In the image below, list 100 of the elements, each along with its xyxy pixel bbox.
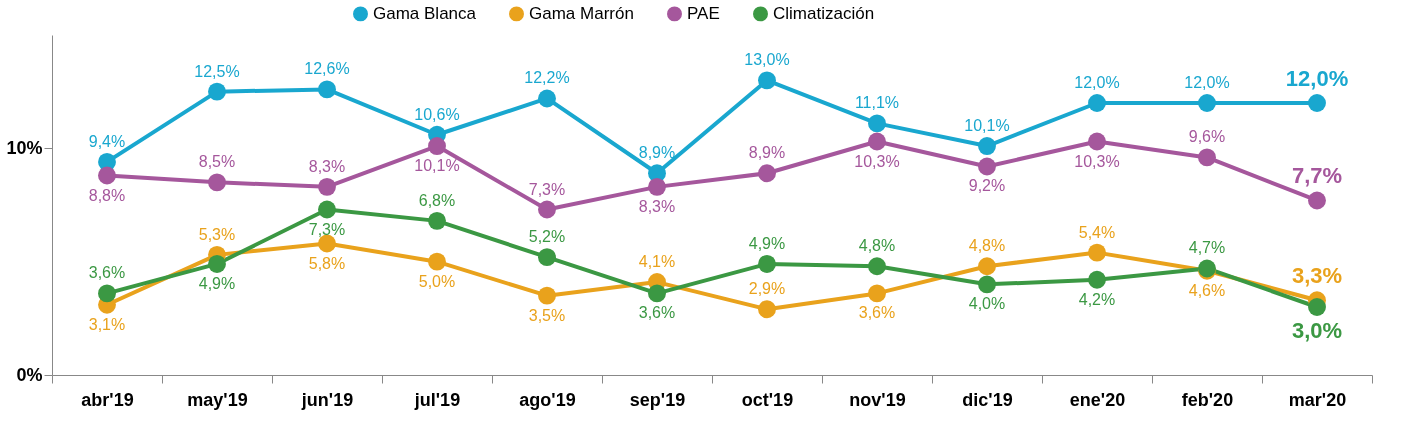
data-label: 7,3%: [308, 220, 346, 238]
data-label: 13,0%: [744, 51, 790, 69]
data-label: 8,9%: [748, 144, 786, 162]
point: [318, 200, 336, 219]
data-label: 2,9%: [748, 280, 786, 298]
x-tick-label: jun'19: [300, 389, 354, 410]
point: [1198, 148, 1216, 167]
data-label: 9,2%: [968, 177, 1006, 195]
point: [758, 71, 776, 90]
point: [1088, 94, 1106, 112]
point: [98, 166, 116, 185]
x-tick-label: ene'20: [1069, 389, 1126, 410]
point: [428, 211, 446, 230]
point: [1198, 94, 1216, 112]
data-label: 12,0%: [1285, 66, 1349, 91]
data-label: 10,6%: [414, 105, 460, 123]
point: [758, 164, 776, 183]
data-label: 12,0%: [1074, 74, 1120, 91]
point: [1308, 298, 1326, 316]
point: [208, 173, 226, 192]
legend-label: Climatización: [773, 3, 875, 23]
point: [978, 275, 996, 294]
point: [538, 286, 556, 305]
legend-label: PAE: [687, 3, 720, 23]
y-tick-label: 10%: [6, 137, 43, 158]
data-label: 3,3%: [1291, 263, 1343, 289]
data-label: 8,3%: [638, 197, 676, 215]
point: [868, 114, 886, 133]
point: [1088, 243, 1106, 262]
data-label: 12,5%: [194, 62, 240, 80]
point: [648, 284, 666, 303]
data-label: 4,9%: [198, 274, 236, 292]
data-label: 3,6%: [88, 264, 126, 282]
data-label: 12,0%: [1184, 74, 1230, 91]
data-label: 4,9%: [748, 234, 786, 252]
point: [538, 248, 556, 267]
point: [538, 89, 556, 108]
data-label: 7,7%: [1291, 163, 1343, 189]
data-label: 4,6%: [1188, 281, 1226, 299]
point: [1308, 191, 1326, 210]
data-label: 5,4%: [1078, 223, 1116, 241]
legend-label: Gama Marrón: [529, 3, 634, 23]
data-label: 10,3%: [854, 152, 900, 170]
data-label: 8,5%: [198, 153, 236, 171]
data-label: 3,6%: [858, 304, 896, 322]
data-label: 11,1%: [854, 94, 900, 112]
data-label: 8,9%: [638, 144, 676, 162]
x-tick-label: jul'19: [413, 389, 461, 410]
data-label: 7,3%: [528, 180, 566, 198]
point: [1308, 94, 1326, 112]
point: [318, 177, 336, 196]
data-label: 3,5%: [528, 306, 566, 324]
x-tick-label: mar'20: [1288, 389, 1347, 410]
data-label: 10,1%: [414, 157, 460, 175]
data-label: 3,1%: [88, 315, 126, 333]
x-tick-label: nov'19: [849, 389, 906, 410]
x-tick-label: dic'19: [962, 389, 1013, 410]
data-label: 9,6%: [1188, 128, 1226, 146]
point: [208, 82, 226, 101]
x-tick-label: may'19: [187, 389, 248, 410]
point: [978, 157, 996, 176]
point: [538, 200, 556, 219]
x-tick-label: ago'19: [519, 389, 576, 410]
point: [978, 137, 996, 155]
data-label: 9,4%: [88, 132, 126, 150]
point: [98, 284, 116, 303]
x-tick-label: oct'19: [741, 389, 794, 410]
point: [758, 255, 776, 273]
x-tick-label: sep'19: [629, 389, 686, 410]
data-label: 12,6%: [304, 60, 350, 78]
data-label: 8,8%: [88, 186, 126, 204]
data-label: 4,0%: [968, 295, 1006, 313]
point: [868, 257, 886, 276]
data-label: 8,3%: [308, 157, 346, 175]
point: [428, 252, 446, 271]
data-label: 5,2%: [528, 228, 566, 246]
data-label: 3,0%: [1291, 318, 1343, 343]
data-label: 10,1%: [964, 117, 1010, 135]
data-label: 5,8%: [308, 254, 346, 272]
x-tick-label: abr'19: [81, 389, 134, 410]
data-label: 4,8%: [968, 237, 1006, 255]
point: [1088, 270, 1106, 289]
point: [1088, 132, 1106, 151]
data-label: 4,8%: [858, 237, 896, 255]
point: [208, 255, 226, 273]
data-label: 5,3%: [198, 225, 236, 243]
data-label: 4,2%: [1078, 290, 1116, 308]
data-label: 10,3%: [1074, 152, 1120, 170]
data-label: 3,6%: [638, 304, 676, 322]
y-tick-label: 0%: [16, 364, 43, 385]
point: [978, 257, 996, 276]
data-label: 12,2%: [524, 69, 570, 87]
point: [318, 80, 336, 99]
x-tick-label: feb'20: [1181, 389, 1234, 410]
data-label: 4,7%: [1188, 239, 1226, 257]
legend-label: Gama Blanca: [373, 3, 477, 23]
point: [868, 284, 886, 303]
data-label: 4,1%: [638, 253, 676, 271]
point: [868, 132, 886, 151]
point: [758, 300, 776, 319]
